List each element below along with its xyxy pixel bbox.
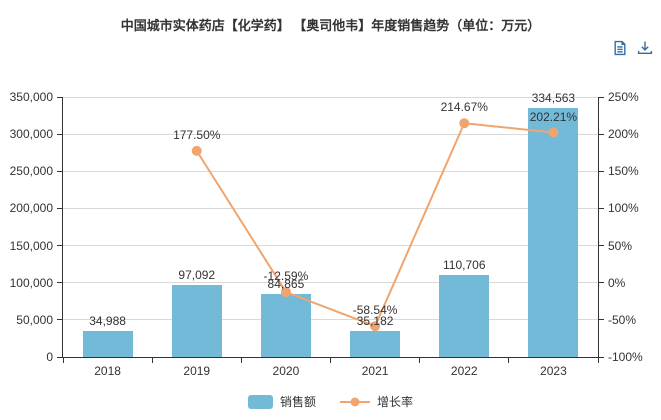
y-axis-label-right: 250% [608,90,639,104]
y-axis-tick-right [599,282,604,284]
growth-line [195,122,554,328]
bar-value-label: 84,865 [267,276,305,291]
y-axis-label-left: 150,000 [9,238,53,253]
bar-value-label: 110,706 [443,257,486,272]
growth-value-label: -58.54% [352,303,398,318]
y-axis-label-left: 250,000 [9,164,53,179]
y-axis-label-right: 150% [608,164,639,179]
y-axis-label-right: 0% [608,275,626,290]
line-dot-icon [350,397,360,406]
y-axis-label-left: 100,000 [9,275,53,290]
y-axis-label-right: 50% [608,238,633,253]
y-axis-label-left: 50,000 [16,312,53,327]
bar-2019[interactable] [171,284,222,357]
legend-label-growth: 增长率 [377,395,414,409]
y-axis-tick-left [57,133,62,135]
chart-title: 中国城市实体药店【化学药】 【奥司他韦】年度销售趋势（单位：万元） [120,18,541,33]
growth-point-2022[interactable] [459,118,470,129]
x-axis-label: 2020 [272,364,300,378]
growth-value-label: -12.59% [263,269,309,284]
y-axis-label-left: 350,000 [9,90,53,104]
gridline [63,282,598,284]
legend-item-growth[interactable]: 增长率 [340,393,413,410]
bar-2022[interactable] [439,274,490,357]
growth-value-label: 214.67% [440,100,488,115]
bar-value-label: 34,988 [89,314,126,328]
x-axis-tick [508,358,510,363]
gridline [63,245,598,247]
growth-point-2020[interactable] [280,287,291,298]
x-axis-label: 2022 [450,364,478,378]
y-axis-label-left: 300,000 [9,127,53,142]
bar-2023[interactable] [528,108,579,357]
bar-swatch-icon [247,394,273,409]
toolbox [612,40,653,56]
y-axis-tick-left [57,356,62,358]
gridline [63,319,598,321]
legend-item-sales[interactable]: 销售额 [247,393,316,410]
x-axis-tick [597,358,599,363]
gridline [63,207,598,209]
legend-label-sales: 销售额 [279,395,316,409]
bar-2020[interactable] [260,293,311,357]
growth-value-label: 202.21% [529,109,578,124]
growth-value-label: 177.50% [173,127,221,142]
growth-point-2019[interactable] [191,145,202,156]
x-axis-label: 2021 [361,364,389,378]
y-axis-label-left: 0 [46,350,53,364]
x-axis-tick [419,358,421,363]
x-axis-label: 2019 [183,364,211,378]
bar-2021[interactable] [350,330,401,357]
y-axis-tick-right [599,245,604,247]
x-axis-tick [62,358,64,363]
gridline [63,170,598,172]
x-axis-label: 2023 [540,364,567,378]
x-axis [62,357,599,358]
gridline [63,96,598,98]
x-axis-label: 2018 [94,364,121,378]
x-axis-tick [151,358,153,363]
y-axis-label-right: -100% [608,350,643,364]
y-axis-tick-left [57,170,62,172]
y-axis-tick-left [57,207,62,209]
bar-value-label: 334,563 [531,91,576,106]
y-axis-tick-left [57,282,62,284]
download-icon[interactable] [637,40,653,56]
y-axis-tick-right [599,96,604,98]
y-axis-label-right: 100% [608,201,639,216]
y-axis-tick-right [599,207,604,209]
y-axis-label-right: -50% [608,312,637,327]
bar-2018[interactable] [82,331,133,357]
y-axis-tick-left [57,245,62,247]
y-axis-tick-left [57,319,62,321]
data-view-icon[interactable] [612,40,628,56]
y-axis-left [62,97,63,358]
bar-value-label: 97,092 [178,267,216,282]
y-axis-tick-right [599,170,604,172]
line-swatch-icon [340,397,370,406]
y-axis-tick-right [599,356,604,358]
y-axis-right [598,97,599,358]
legend: 销售额 增长率 [0,393,661,410]
growth-point-2021[interactable] [370,321,381,332]
y-axis-tick-left [57,96,62,98]
y-axis-label-left: 200,000 [9,201,53,216]
growth-point-2023[interactable] [548,127,559,138]
y-axis-tick-right [599,133,604,135]
y-axis-label-right: 200% [608,127,639,142]
y-axis-tick-right [599,319,604,321]
x-axis-tick [330,358,331,363]
gridline [63,133,598,135]
bar-value-label: 35,182 [356,313,394,328]
x-axis-tick [240,358,242,363]
